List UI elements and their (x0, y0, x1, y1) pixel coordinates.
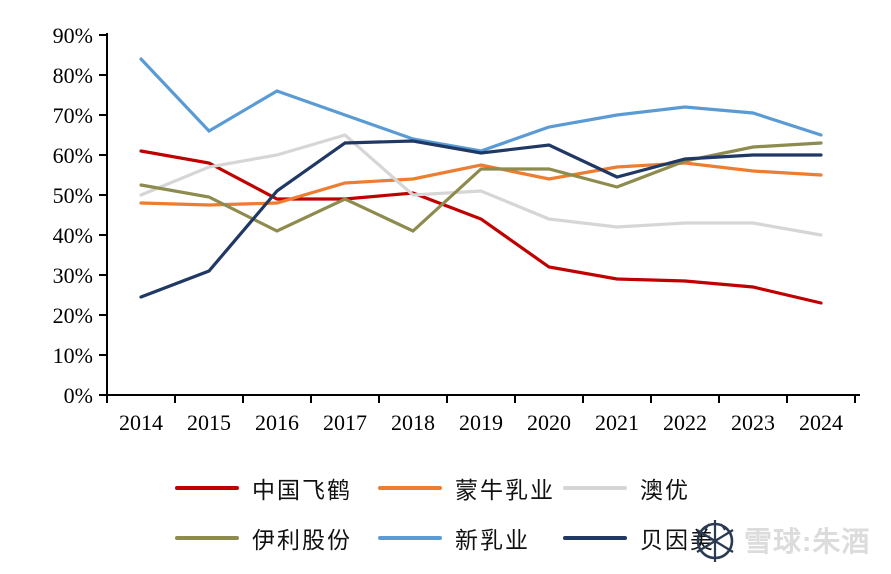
legend-item: 中国飞鹤 (175, 474, 352, 503)
x-tick-label: 2019 (459, 410, 503, 435)
x-tick-label: 2016 (255, 410, 299, 435)
xueqiu-snowball-icon (696, 520, 734, 562)
series-line (139, 139, 823, 299)
legend-item: 伊利股份 (175, 524, 352, 553)
x-tick-label: 2022 (663, 410, 707, 435)
y-tick-label: 40% (53, 223, 93, 248)
x-tick-label: 2015 (187, 410, 231, 435)
watermark: 雪球:朱酒 (692, 516, 870, 564)
y-tick-label: 90% (53, 23, 93, 48)
legend-line-swatch (378, 486, 442, 490)
x-tick-label: 2018 (391, 410, 435, 435)
x-tick-label: 2020 (527, 410, 571, 435)
legend-label: 伊利股份 (252, 528, 352, 553)
y-tick-label: 50% (53, 183, 93, 208)
y-tick-label: 30% (53, 263, 93, 288)
y-tick-label: 70% (53, 103, 93, 128)
series-line (139, 161, 823, 207)
legend-label: 蒙牛乳业 (455, 478, 555, 503)
x-tick-label: 2017 (323, 410, 367, 435)
legend-line-swatch (563, 486, 627, 490)
x-tick-label: 2024 (799, 410, 843, 435)
chart-legend: 中国飞鹤 蒙牛乳业 澳优 伊利股份 新乳业 贝因美 (0, 460, 891, 574)
legend-label: 新乳业 (455, 528, 530, 553)
series-line (139, 149, 823, 305)
line-chart: 0% 10% 20% 30% 40% 50% 60% 70% 80% 90% 2014 2015 201… (53, 23, 860, 435)
y-tick-label: 20% (53, 303, 93, 328)
legend-item: 澳优 (563, 474, 690, 503)
series-line (139, 57, 823, 153)
y-tick-label: 0% (64, 383, 93, 408)
legend-label: 中国飞鹤 (252, 478, 352, 503)
legend-line-swatch (378, 536, 442, 540)
series-line (139, 133, 823, 237)
legend-item: 蒙牛乳业 (378, 474, 555, 503)
x-tick-label: 2023 (731, 410, 775, 435)
x-tick-label: 2014 (119, 410, 163, 435)
legend-line-swatch (175, 536, 239, 540)
legend-item: 新乳业 (378, 524, 530, 553)
watermark-text: 雪球:朱酒 (744, 526, 871, 557)
y-tick-label: 10% (53, 343, 93, 368)
legend-line-swatch (175, 486, 239, 490)
legend-label: 澳优 (640, 478, 690, 503)
legend-line-swatch (563, 536, 627, 540)
y-tick-label: 80% (53, 63, 93, 88)
x-tick-label: 2021 (595, 410, 639, 435)
y-tick-label: 60% (53, 143, 93, 168)
